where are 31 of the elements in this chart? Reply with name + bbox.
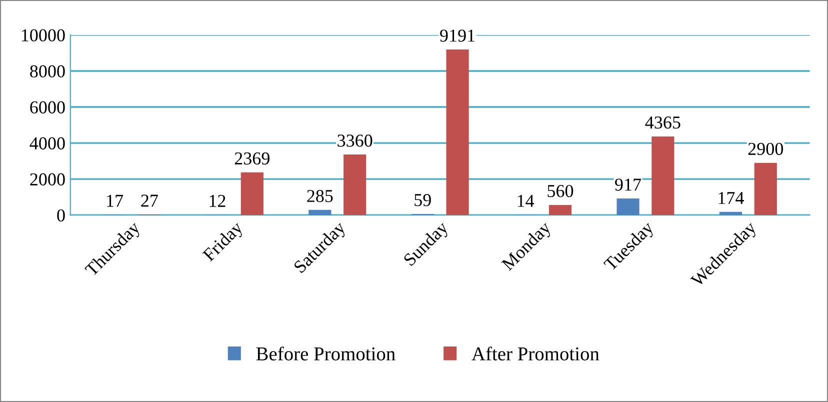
legend-label: Before Promotion bbox=[256, 346, 396, 360]
y-tick-label: 6000 bbox=[30, 101, 65, 114]
bar bbox=[719, 212, 742, 216]
data-label: 12 bbox=[210, 194, 226, 207]
y-tick-label: 4000 bbox=[30, 137, 65, 150]
bar bbox=[240, 172, 264, 216]
data-label: 14 bbox=[518, 194, 534, 207]
data-label: 285 bbox=[307, 190, 333, 202]
bar bbox=[308, 210, 332, 216]
data-label: 917 bbox=[615, 178, 642, 191]
data-label: 3360 bbox=[338, 134, 372, 147]
data-label: 9191 bbox=[440, 30, 475, 42]
data-label: 4365 bbox=[645, 116, 680, 129]
data-label: 560 bbox=[548, 184, 574, 198]
bar bbox=[616, 198, 640, 216]
bar bbox=[548, 204, 572, 216]
data-label: 2369 bbox=[234, 152, 270, 165]
data-label: 17 bbox=[107, 194, 124, 207]
y-tick-label: 10000 bbox=[22, 29, 65, 42]
bar bbox=[652, 136, 674, 216]
y-tick-label: 8000 bbox=[30, 65, 65, 78]
bar bbox=[446, 50, 469, 216]
bar bbox=[754, 162, 777, 216]
legend-label: After Promotion bbox=[472, 346, 600, 360]
data-label: 2900 bbox=[748, 142, 783, 156]
data-label: 27 bbox=[141, 194, 158, 207]
data-label: 59 bbox=[414, 194, 431, 206]
bar bbox=[344, 154, 366, 216]
y-tick-label: 0 bbox=[57, 209, 65, 222]
y-tick-label: 2000 bbox=[30, 173, 65, 186]
data-label: 174 bbox=[718, 192, 744, 204]
